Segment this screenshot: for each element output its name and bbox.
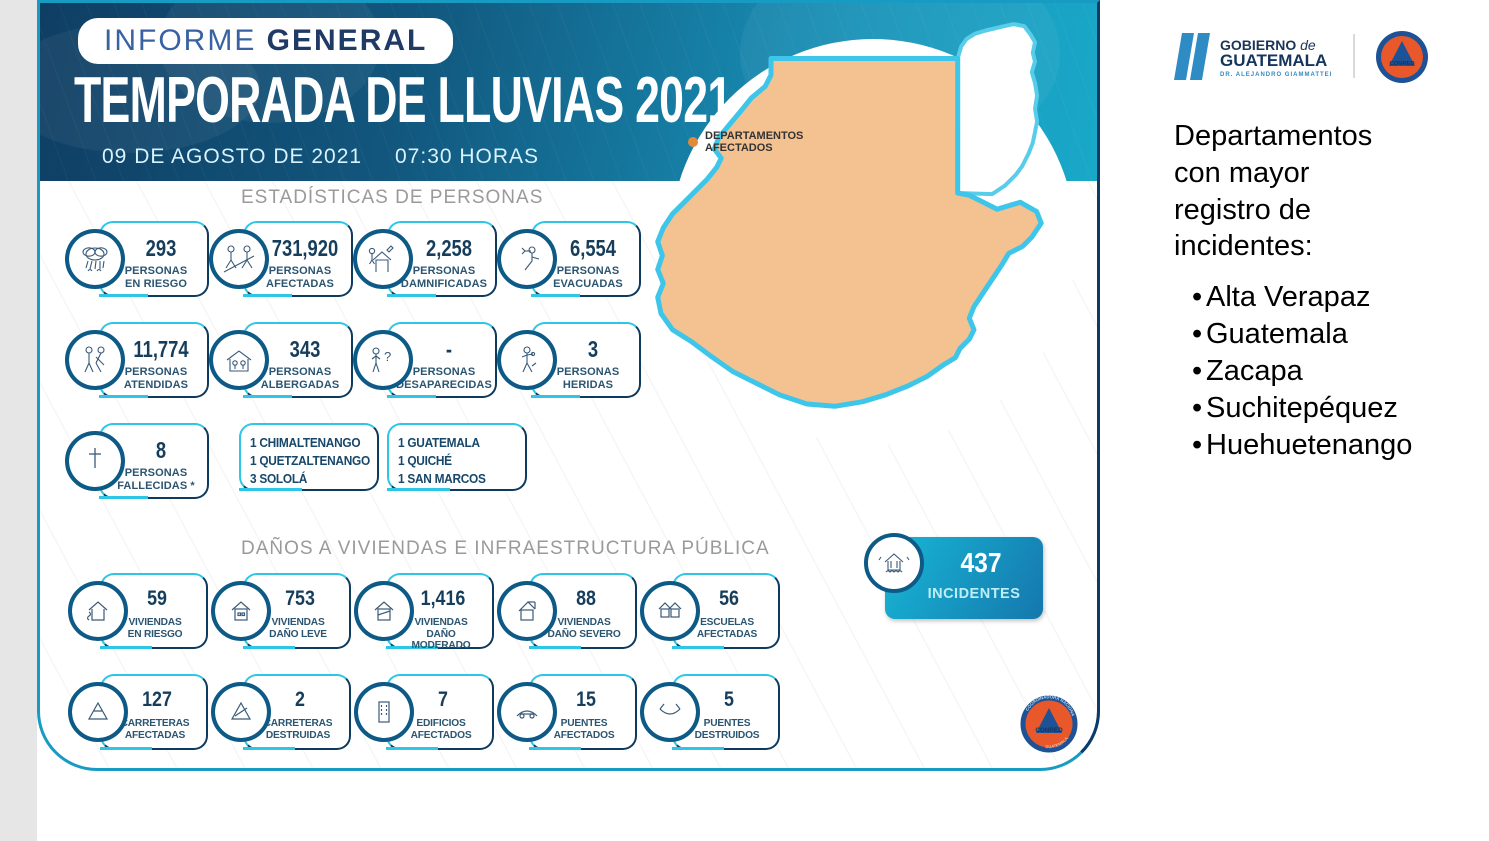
svg-text:CONRED: CONRED: [1389, 61, 1414, 67]
svg-text:AFECTADOS: AFECTADOS: [705, 142, 773, 154]
svg-text:DR. ALEJANDRO GIAMMATTEI: DR. ALEJANDRO GIAMMATTEI: [1220, 72, 1332, 78]
svg-text:DEPARTAMENTOS: DEPARTAMENTOS: [705, 130, 803, 142]
svg-text:GUATEMALA: GUATEMALA: [1220, 51, 1327, 70]
svg-text:?: ?: [384, 349, 391, 364]
svg-text:CONRED: CONRED: [1035, 727, 1063, 734]
